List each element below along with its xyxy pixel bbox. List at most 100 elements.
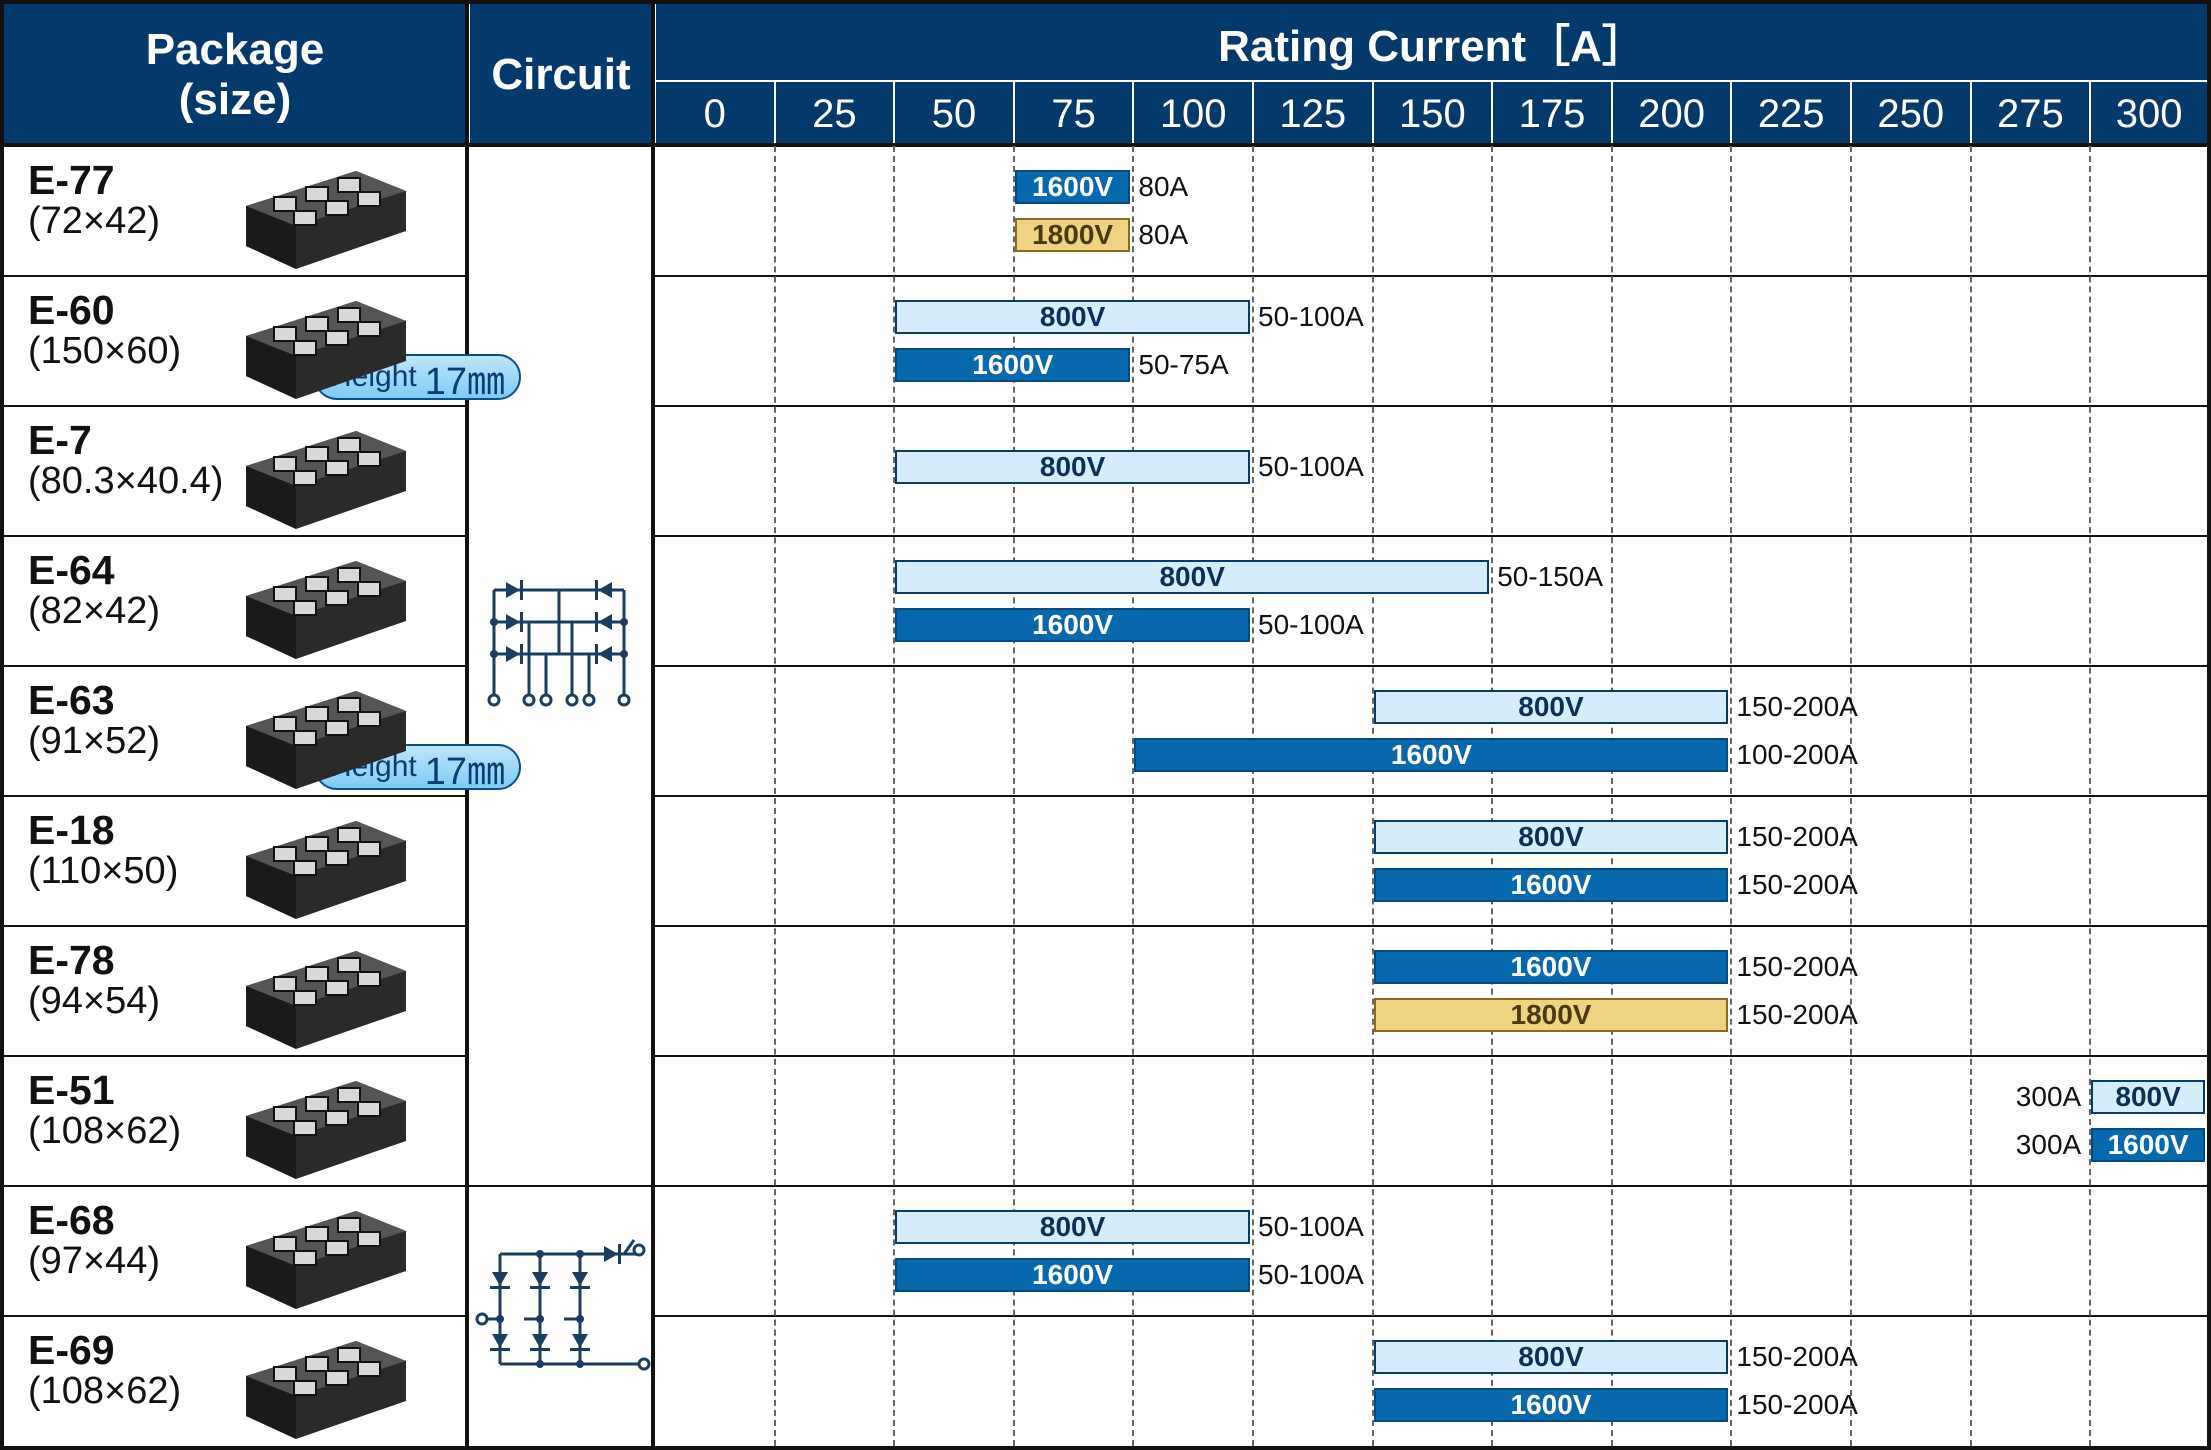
package-name: E-78 bbox=[28, 937, 115, 983]
x-gridline bbox=[1491, 146, 1494, 1446]
x-tick-label: 250 bbox=[1850, 82, 1970, 146]
height-badge-value: 17㎜ bbox=[424, 750, 505, 793]
x-tick-label: 225 bbox=[1730, 82, 1850, 146]
package-size: (110×50) bbox=[28, 850, 179, 892]
row-divider bbox=[652, 925, 2211, 927]
bar-800v: 800V bbox=[1373, 690, 1729, 724]
package-row: E-69 (108×62) 800V 150-200A 1600V 150-200A bbox=[0, 1316, 2211, 1446]
module-photo-icon bbox=[246, 1211, 406, 1309]
x-tick-label: 300 bbox=[2089, 82, 2207, 146]
current-range-label: 150-200A bbox=[1736, 869, 1858, 900]
current-range-label: 80A bbox=[1138, 219, 1189, 250]
x-gridline bbox=[2089, 146, 2092, 1446]
table-border-bottom bbox=[0, 1446, 2211, 1450]
x-tick-label: 75 bbox=[1012, 82, 1133, 146]
x-gridline bbox=[1969, 146, 1972, 1446]
x-tick-label: 25 bbox=[773, 82, 894, 146]
x-gridline bbox=[1371, 146, 1374, 1446]
package-name: E-7 bbox=[28, 417, 92, 463]
package-name: E-18 bbox=[28, 807, 115, 853]
current-range-label: 50-100A bbox=[1258, 301, 1364, 332]
package-row: E-78 (94×54) 1600V 150-200A 1800V 150-200A bbox=[0, 926, 2211, 1056]
package-size: (97×44) bbox=[28, 1240, 161, 1282]
current-range-label: 50-100A bbox=[1258, 1211, 1364, 1242]
package-row: E-51 (108×62) 800V 300A 1600V 300A bbox=[0, 1056, 2211, 1186]
package-name: E-69 bbox=[28, 1327, 115, 1373]
row-divider bbox=[652, 535, 2211, 537]
package-row: E-77 (72×42) 1600V 80A 1800V 80A bbox=[0, 146, 2211, 276]
x-gridline bbox=[773, 146, 776, 1446]
module-photo-icon bbox=[246, 561, 406, 659]
x-gridline bbox=[1252, 146, 1254, 1446]
row-divider bbox=[652, 1315, 2211, 1317]
thyristor-circuit-diagram-icon bbox=[475, 1239, 651, 1371]
package-name: E-68 bbox=[28, 1197, 115, 1243]
current-range-label: 50-100A bbox=[1258, 1259, 1364, 1290]
x-tick-label: 100 bbox=[1132, 82, 1252, 146]
bridge-circuit-diagram-icon bbox=[487, 580, 631, 707]
x-tick-label: 150 bbox=[1371, 82, 1492, 146]
module-photo-icon bbox=[246, 691, 406, 789]
module-photo-icon bbox=[246, 821, 406, 919]
package-header-line1: Package bbox=[145, 25, 325, 74]
circuit-header-label: Circuit bbox=[491, 50, 631, 99]
table-border-left bbox=[0, 0, 4, 1450]
x-tick-label: 50 bbox=[893, 82, 1013, 146]
bar-1600v: 1600V bbox=[895, 348, 1131, 382]
row-divider bbox=[652, 275, 2211, 277]
package-row: E-64 (82×42) 800V 50-150A 1600V 50-100A bbox=[0, 536, 2211, 666]
package-size: (80.3×40.4) bbox=[28, 460, 224, 502]
package-size: (94×54) bbox=[28, 980, 161, 1022]
current-range-label: 150-200A bbox=[1736, 821, 1858, 852]
row-divider bbox=[0, 1315, 468, 1317]
x-gridline bbox=[1850, 146, 1852, 1446]
package-row: E-18 (110×50) 800V 150-200A 1600V 150-200A bbox=[0, 796, 2211, 926]
package-size: (82×42) bbox=[28, 590, 161, 632]
current-range-label: 50-150A bbox=[1497, 561, 1604, 592]
bar-800v: 800V bbox=[895, 560, 1490, 594]
package-name: E-64 bbox=[28, 547, 115, 593]
bar-1800v: 1800V bbox=[1014, 218, 1131, 252]
bar-1800v: 1800V bbox=[1373, 998, 1729, 1032]
column-divider-circuit bbox=[651, 0, 655, 1450]
package-size: (91×52) bbox=[28, 720, 161, 762]
header-divider bbox=[0, 143, 2211, 147]
row-divider bbox=[652, 405, 2211, 407]
row-divider bbox=[0, 925, 468, 927]
current-range-label: 100-200A bbox=[1736, 739, 1858, 770]
bar-1600v: 1600V bbox=[1014, 170, 1131, 204]
current-range-label: 150-200A bbox=[1736, 1341, 1858, 1372]
bar-1600v: 1600V bbox=[1373, 950, 1729, 984]
bar-1600v: 1600V bbox=[895, 608, 1250, 642]
bar-1600v: 1600V bbox=[2091, 1128, 2205, 1162]
bar-800v: 800V bbox=[895, 450, 1250, 484]
x-gridline bbox=[1730, 146, 1733, 1446]
bar-800v: 800V bbox=[1373, 820, 1729, 854]
module-photo-icon bbox=[246, 1081, 406, 1179]
current-range-label: 150-200A bbox=[1736, 951, 1858, 982]
circuit-group-divider bbox=[466, 1185, 654, 1187]
current-range-label: 300A bbox=[2015, 1081, 2082, 1112]
bar-800v: 800V bbox=[895, 300, 1250, 334]
x-tick-label: 0 bbox=[654, 82, 774, 146]
x-gridline bbox=[1132, 146, 1135, 1446]
row-divider bbox=[652, 1055, 2211, 1057]
x-tick-label: 125 bbox=[1252, 82, 1372, 146]
bar-1600v: 1600V bbox=[895, 1258, 1250, 1292]
package-row: E-68 (97×44) 800V 50-100A 1600V 50-100A bbox=[0, 1186, 2211, 1316]
package-size: (108×62) bbox=[28, 1110, 182, 1152]
x-tick-label: 275 bbox=[1969, 82, 2090, 146]
table-border-top bbox=[0, 0, 2211, 4]
x-gridline bbox=[1012, 146, 1015, 1446]
package-size: (72×42) bbox=[28, 200, 161, 242]
x-tick-label: 200 bbox=[1610, 82, 1731, 146]
bar-800v: 800V bbox=[2091, 1080, 2205, 1114]
package-header: Package (size) bbox=[4, 4, 466, 146]
column-divider-package bbox=[465, 0, 469, 1450]
package-name: E-63 bbox=[28, 677, 115, 723]
row-divider bbox=[652, 795, 2211, 797]
circuit-header: Circuit bbox=[468, 4, 652, 146]
row-divider bbox=[0, 1055, 468, 1057]
bar-800v: 800V bbox=[895, 1210, 1250, 1244]
bar-1600v: 1600V bbox=[1373, 1388, 1729, 1422]
